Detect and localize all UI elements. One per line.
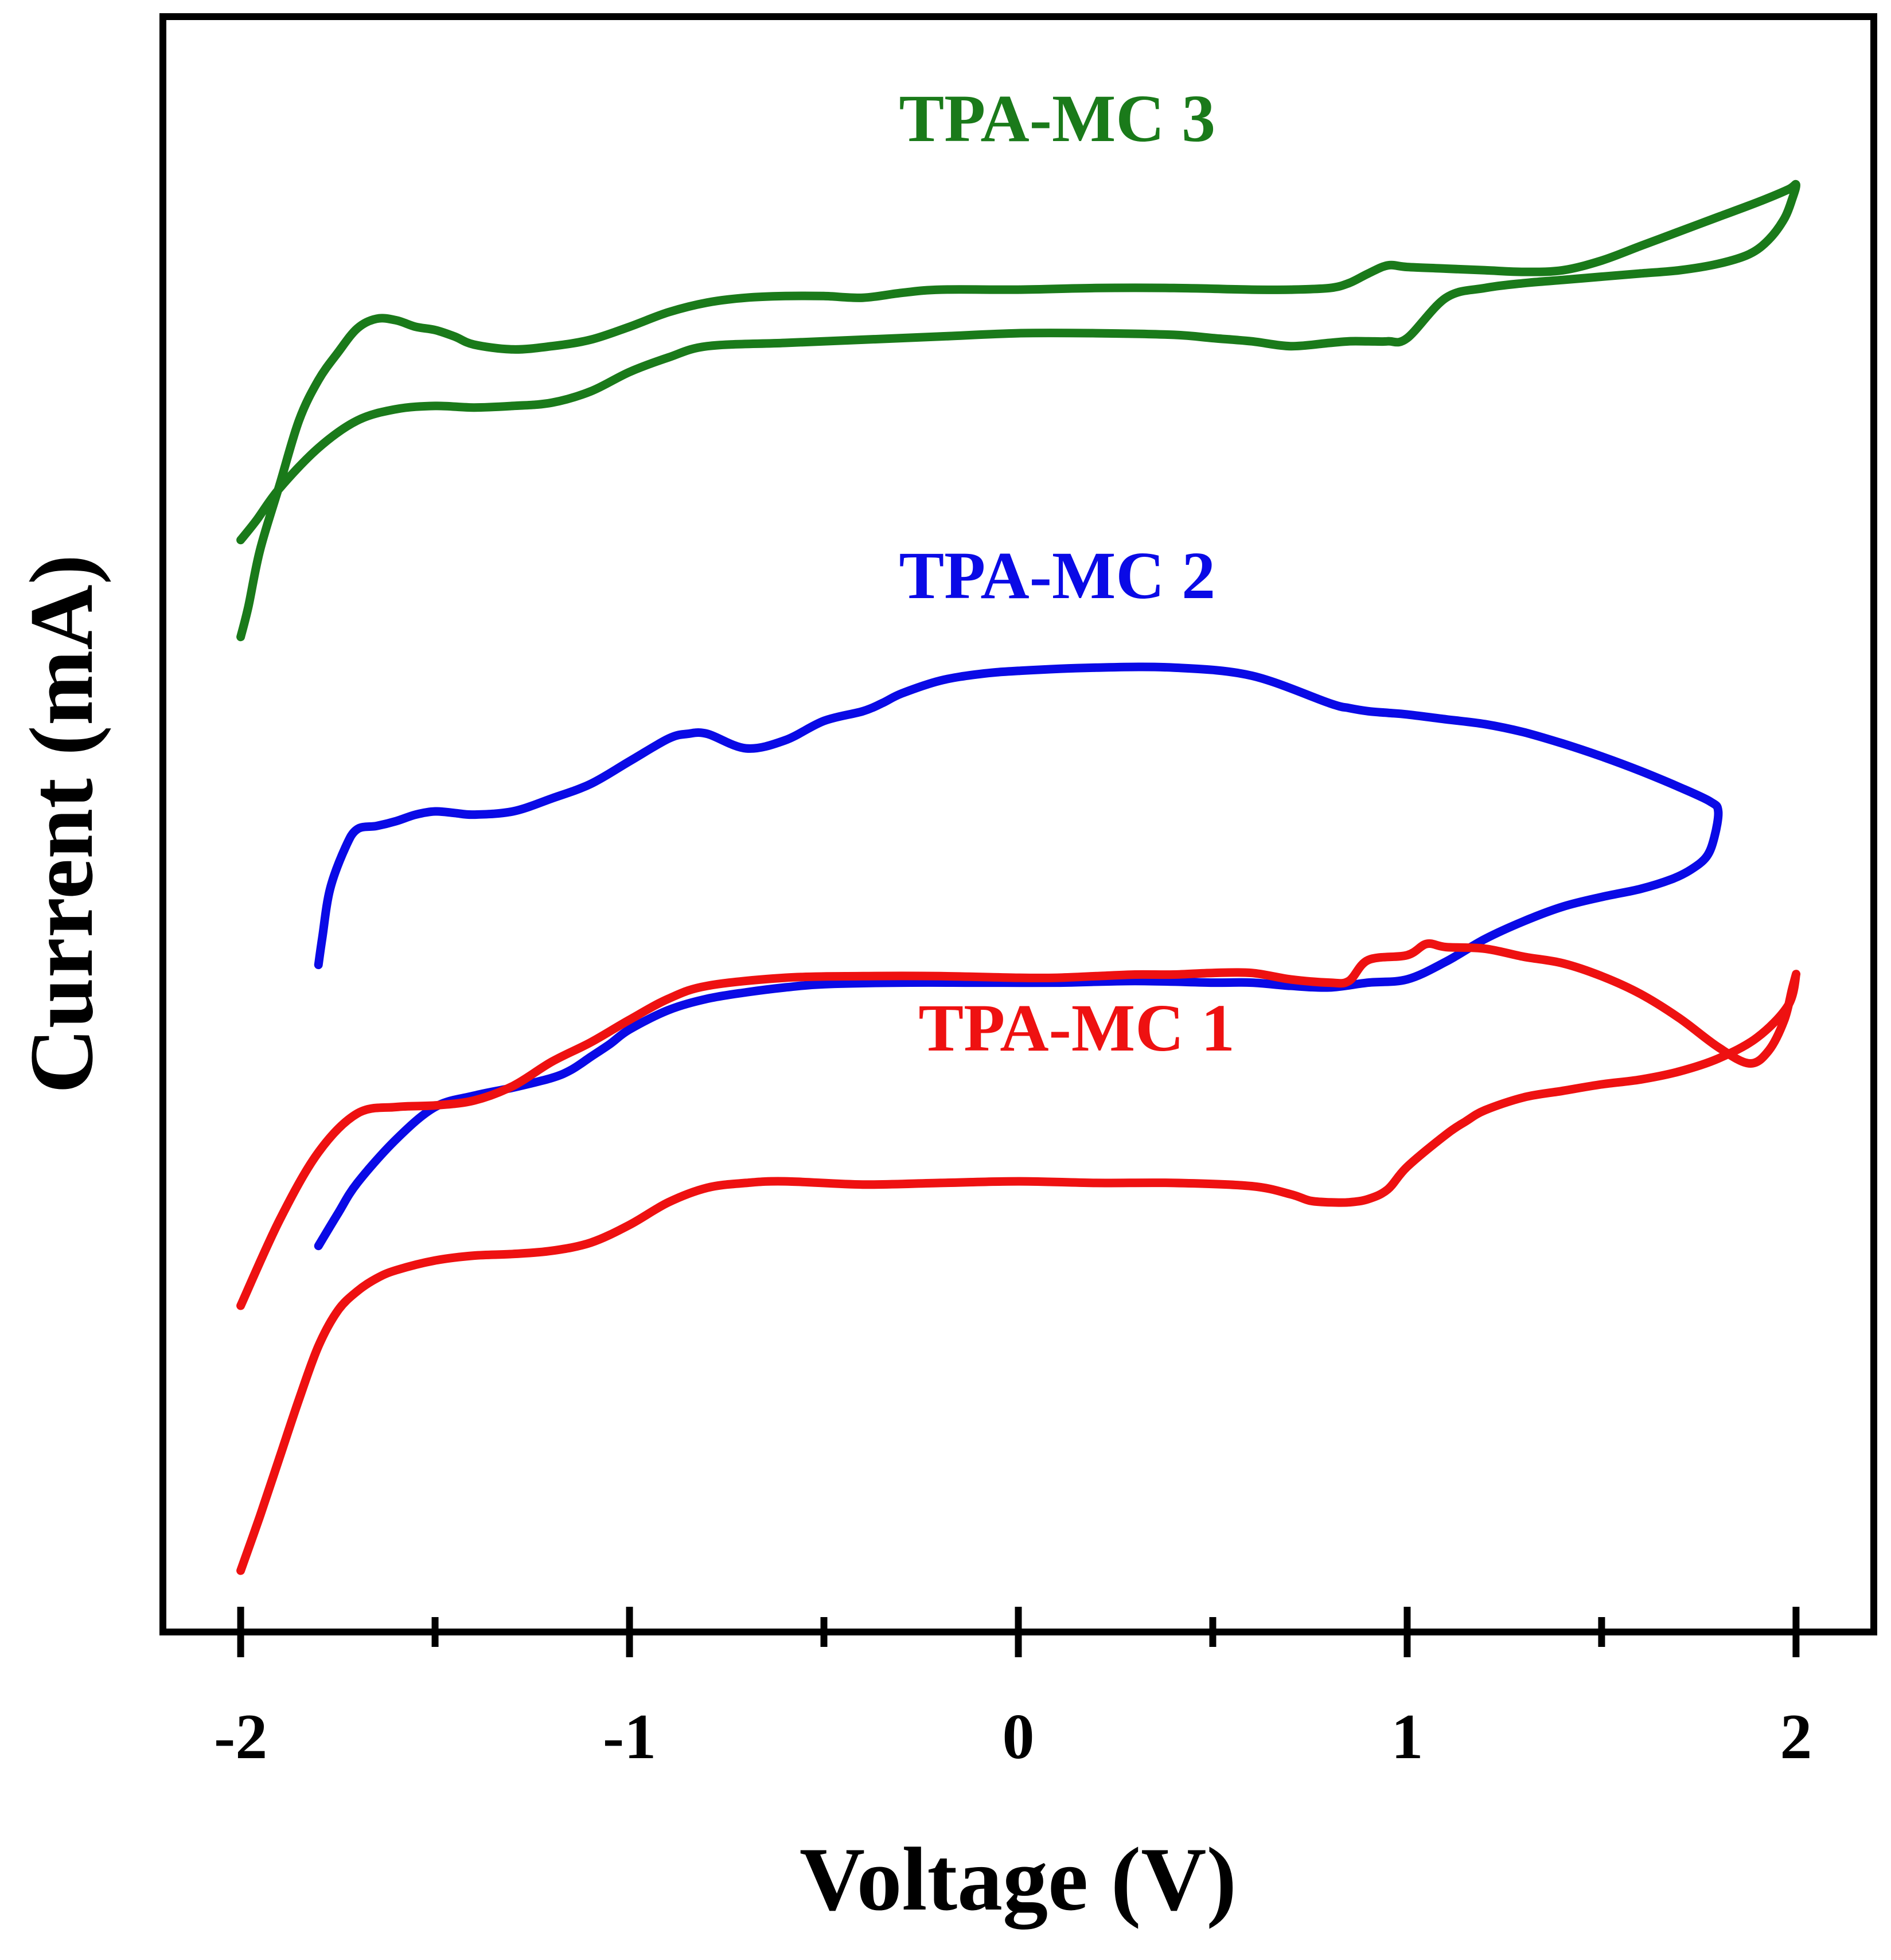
x-tick-label-2: 0	[1003, 1701, 1035, 1772]
x-axis-title: Voltage (V)	[800, 1829, 1237, 1930]
x-tick-label-3: 1	[1391, 1701, 1423, 1772]
series-label-1: TPA-MC 3	[899, 81, 1215, 156]
x-tick-label-1: -1	[603, 1701, 656, 1772]
series-label-3: TPA-MC 1	[918, 990, 1235, 1065]
x-axis-ticks: -2 -1 0 1 2	[214, 1607, 1812, 1772]
x-tick-label-4: 2	[1780, 1701, 1812, 1772]
series-line-3	[236, 939, 1801, 1575]
series-line-1	[236, 179, 1801, 642]
series-layer	[236, 179, 1801, 1575]
y-axis-title: Current (mA)	[11, 555, 112, 1094]
x-tick-label-0: -2	[214, 1701, 267, 1772]
series-label-layer: TPA-MC 3 TPA-MC 2 TPA-MC 1	[899, 81, 1235, 1065]
series-line-2	[314, 662, 1723, 1251]
series-label-2: TPA-MC 2	[899, 538, 1215, 613]
